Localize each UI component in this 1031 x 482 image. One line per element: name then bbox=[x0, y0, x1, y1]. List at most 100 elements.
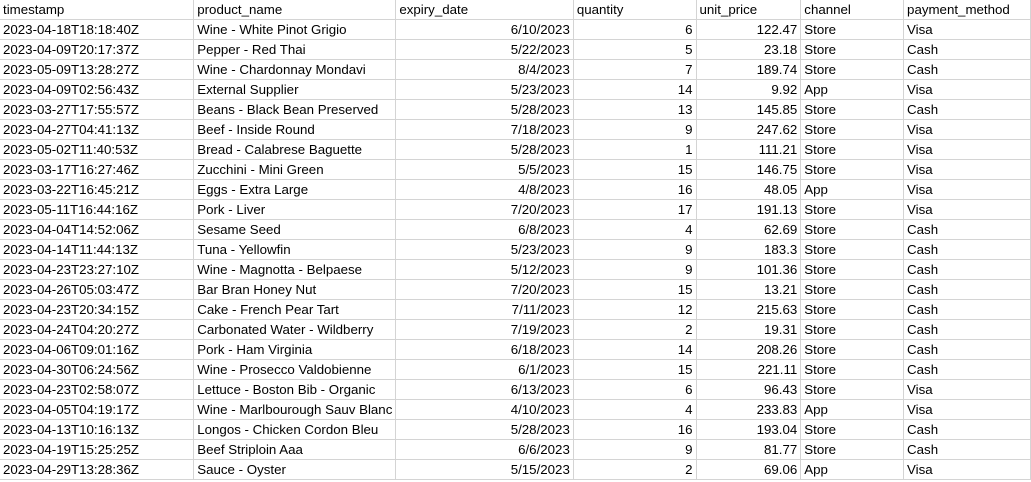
cell-unit-price[interactable]: 69.06 bbox=[696, 459, 802, 480]
cell-expiry-date[interactable]: 7/19/2023 bbox=[395, 319, 574, 340]
cell-product-name[interactable]: Pork - Liver bbox=[193, 199, 397, 220]
cell-channel[interactable]: Store bbox=[800, 159, 905, 180]
cell-product-name[interactable]: Longos - Chicken Cordon Bleu bbox=[193, 419, 397, 440]
cell-quantity[interactable]: 16 bbox=[573, 179, 697, 200]
cell-expiry-date[interactable]: 4/10/2023 bbox=[395, 399, 574, 420]
cell-payment-method[interactable]: Visa bbox=[903, 19, 1031, 40]
cell-expiry-date[interactable]: 7/20/2023 bbox=[395, 279, 574, 300]
cell-channel[interactable]: Store bbox=[800, 359, 905, 380]
cell-payment-method[interactable]: Cash bbox=[903, 339, 1031, 360]
cell-unit-price[interactable]: 233.83 bbox=[696, 399, 802, 420]
cell-payment-method[interactable]: Cash bbox=[903, 419, 1031, 440]
cell-quantity[interactable]: 5 bbox=[573, 39, 697, 60]
cell-unit-price[interactable]: 48.05 bbox=[696, 179, 802, 200]
cell-channel[interactable]: Store bbox=[800, 379, 905, 400]
cell-quantity[interactable]: 14 bbox=[573, 79, 697, 100]
cell-quantity[interactable]: 15 bbox=[573, 279, 697, 300]
cell-channel[interactable]: App bbox=[800, 79, 905, 100]
cell-timestamp[interactable]: 2023-04-23T20:34:15Z bbox=[0, 299, 195, 320]
cell-channel[interactable]: App bbox=[800, 459, 905, 480]
cell-quantity[interactable]: 14 bbox=[573, 339, 697, 360]
cell-payment-method[interactable]: Visa bbox=[903, 119, 1031, 140]
cell-payment-method[interactable]: Cash bbox=[903, 39, 1031, 60]
cell-timestamp[interactable]: 2023-04-14T11:44:13Z bbox=[0, 239, 195, 260]
cell-timestamp[interactable]: 2023-04-24T04:20:27Z bbox=[0, 319, 195, 340]
cell-payment-method[interactable]: Visa bbox=[903, 79, 1031, 100]
cell-timestamp[interactable]: 2023-04-29T13:28:36Z bbox=[0, 459, 195, 480]
cell-payment-method[interactable]: Cash bbox=[903, 99, 1031, 120]
cell-channel[interactable]: Store bbox=[800, 219, 905, 240]
cell-timestamp[interactable]: 2023-04-23T02:58:07Z bbox=[0, 379, 195, 400]
cell-payment-method[interactable]: Cash bbox=[903, 259, 1031, 280]
cell-product-name[interactable]: Pork - Ham Virginia bbox=[193, 339, 397, 360]
cell-unit-price[interactable]: 183.3 bbox=[696, 239, 802, 260]
cell-channel[interactable]: Store bbox=[800, 99, 905, 120]
cell-payment-method[interactable]: Cash bbox=[903, 319, 1031, 340]
cell-timestamp[interactable]: 2023-03-22T16:45:21Z bbox=[0, 179, 195, 200]
cell-timestamp[interactable]: 2023-04-06T09:01:16Z bbox=[0, 339, 195, 360]
header-cell-timestamp[interactable]: timestamp bbox=[0, 0, 195, 20]
cell-payment-method[interactable]: Visa bbox=[903, 459, 1031, 480]
cell-expiry-date[interactable]: 4/8/2023 bbox=[395, 179, 574, 200]
cell-channel[interactable]: Store bbox=[800, 239, 905, 260]
cell-expiry-date[interactable]: 7/18/2023 bbox=[395, 119, 574, 140]
cell-product-name[interactable]: Wine - Prosecco Valdobienne bbox=[193, 359, 397, 380]
cell-payment-method[interactable]: Visa bbox=[903, 399, 1031, 420]
cell-channel[interactable]: Store bbox=[800, 279, 905, 300]
cell-channel[interactable]: Store bbox=[800, 59, 905, 80]
header-cell-expiry-date[interactable]: expiry_date bbox=[395, 0, 574, 20]
cell-timestamp[interactable]: 2023-04-05T04:19:17Z bbox=[0, 399, 195, 420]
cell-channel[interactable]: Store bbox=[800, 199, 905, 220]
cell-unit-price[interactable]: 81.77 bbox=[696, 439, 802, 460]
cell-timestamp[interactable]: 2023-03-17T16:27:46Z bbox=[0, 159, 195, 180]
cell-timestamp[interactable]: 2023-03-27T17:55:57Z bbox=[0, 99, 195, 120]
cell-product-name[interactable]: Lettuce - Boston Bib - Organic bbox=[193, 379, 397, 400]
header-cell-channel[interactable]: channel bbox=[800, 0, 905, 20]
cell-quantity[interactable]: 2 bbox=[573, 459, 697, 480]
cell-expiry-date[interactable]: 7/20/2023 bbox=[395, 199, 574, 220]
cell-product-name[interactable]: Bar Bran Honey Nut bbox=[193, 279, 397, 300]
cell-payment-method[interactable]: Cash bbox=[903, 279, 1031, 300]
cell-unit-price[interactable]: 62.69 bbox=[696, 219, 802, 240]
cell-unit-price[interactable]: 247.62 bbox=[696, 119, 802, 140]
cell-product-name[interactable]: Sauce - Oyster bbox=[193, 459, 397, 480]
cell-product-name[interactable]: External Supplier bbox=[193, 79, 397, 100]
cell-unit-price[interactable]: 193.04 bbox=[696, 419, 802, 440]
cell-timestamp[interactable]: 2023-04-18T18:18:40Z bbox=[0, 19, 195, 40]
cell-product-name[interactable]: Carbonated Water - Wildberry bbox=[193, 319, 397, 340]
cell-quantity[interactable]: 4 bbox=[573, 399, 697, 420]
cell-channel[interactable]: Store bbox=[800, 39, 905, 60]
cell-expiry-date[interactable]: 7/11/2023 bbox=[395, 299, 574, 320]
cell-payment-method[interactable]: Cash bbox=[903, 359, 1031, 380]
cell-timestamp[interactable]: 2023-05-11T16:44:16Z bbox=[0, 199, 195, 220]
cell-quantity[interactable]: 6 bbox=[573, 19, 697, 40]
cell-timestamp[interactable]: 2023-04-19T15:25:25Z bbox=[0, 439, 195, 460]
cell-product-name[interactable]: Bread - Calabrese Baguette bbox=[193, 139, 397, 160]
cell-unit-price[interactable]: 111.21 bbox=[696, 139, 802, 160]
cell-quantity[interactable]: 9 bbox=[573, 119, 697, 140]
cell-product-name[interactable]: Zucchini - Mini Green bbox=[193, 159, 397, 180]
cell-quantity[interactable]: 2 bbox=[573, 319, 697, 340]
cell-expiry-date[interactable]: 5/28/2023 bbox=[395, 419, 574, 440]
cell-expiry-date[interactable]: 6/6/2023 bbox=[395, 439, 574, 460]
cell-expiry-date[interactable]: 6/8/2023 bbox=[395, 219, 574, 240]
cell-expiry-date[interactable]: 5/28/2023 bbox=[395, 139, 574, 160]
cell-quantity[interactable]: 9 bbox=[573, 259, 697, 280]
cell-unit-price[interactable]: 208.26 bbox=[696, 339, 802, 360]
cell-quantity[interactable]: 13 bbox=[573, 99, 697, 120]
cell-timestamp[interactable]: 2023-04-13T10:16:13Z bbox=[0, 419, 195, 440]
cell-quantity[interactable]: 6 bbox=[573, 379, 697, 400]
cell-unit-price[interactable]: 189.74 bbox=[696, 59, 802, 80]
cell-payment-method[interactable]: Cash bbox=[903, 299, 1031, 320]
header-cell-product-name[interactable]: product_name bbox=[193, 0, 397, 20]
cell-expiry-date[interactable]: 5/15/2023 bbox=[395, 459, 574, 480]
header-cell-quantity[interactable]: quantity bbox=[573, 0, 697, 20]
cell-product-name[interactable]: Wine - Chardonnay Mondavi bbox=[193, 59, 397, 80]
cell-expiry-date[interactable]: 6/13/2023 bbox=[395, 379, 574, 400]
cell-product-name[interactable]: Sesame Seed bbox=[193, 219, 397, 240]
cell-product-name[interactable]: Beef Striploin Aaa bbox=[193, 439, 397, 460]
cell-unit-price[interactable]: 145.85 bbox=[696, 99, 802, 120]
header-cell-unit-price[interactable]: unit_price bbox=[696, 0, 802, 20]
cell-timestamp[interactable]: 2023-04-04T14:52:06Z bbox=[0, 219, 195, 240]
cell-quantity[interactable]: 9 bbox=[573, 239, 697, 260]
